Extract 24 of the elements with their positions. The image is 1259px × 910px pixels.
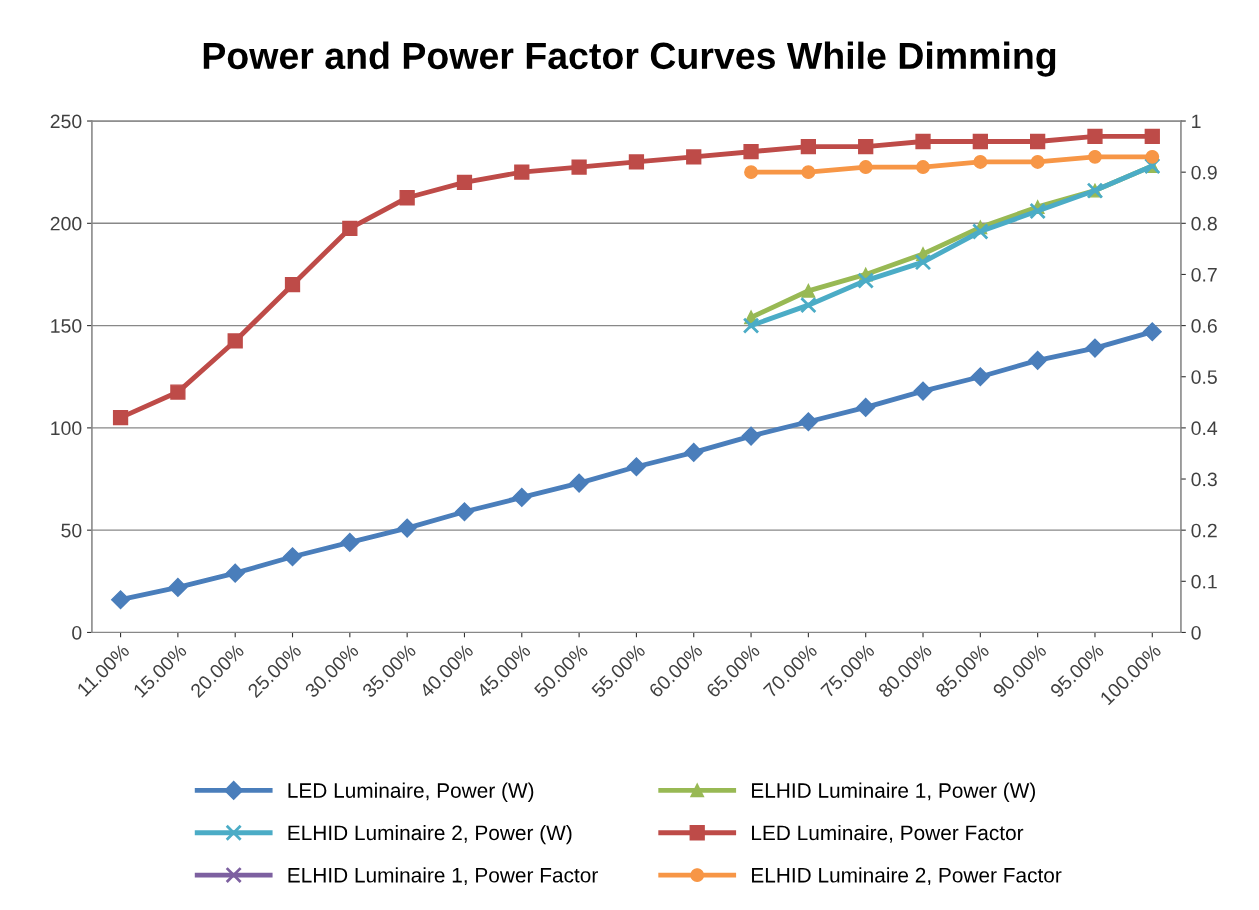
legend-label: ELHID Luminaire 1, Power Factor bbox=[288, 867, 598, 886]
y2-tick-label: 0 bbox=[1191, 625, 1201, 640]
legend-label: ELHID Luminaire 2, Power (W) bbox=[288, 824, 572, 845]
y2-tick-label: 0.8 bbox=[1191, 216, 1217, 231]
legend-label: ELHID Luminaire 1, Power (W) bbox=[752, 782, 1035, 803]
y-tick-label: 200 bbox=[50, 216, 82, 231]
y2-tick-label: 1 bbox=[1192, 114, 1201, 129]
legend-label: LED Luminaire, Power Factor bbox=[752, 824, 1024, 843]
y2-tick-label: 0.4 bbox=[1191, 421, 1218, 436]
y2-tick-label: 0.2 bbox=[1191, 523, 1217, 538]
y2-tick-label: 0.1 bbox=[1191, 574, 1217, 589]
y-tick-label: 100 bbox=[51, 421, 82, 436]
y-tick-label: 50 bbox=[61, 523, 82, 538]
y2-tick-label: 0.7 bbox=[1191, 267, 1217, 282]
y2-tick-label: 0.6 bbox=[1191, 319, 1217, 333]
y2-tick-label: 0.3 bbox=[1191, 472, 1217, 487]
y-tick-label: 150 bbox=[51, 319, 82, 333]
y2-tick-label: 0.5 bbox=[1191, 370, 1217, 384]
y-tick-label: 0 bbox=[72, 625, 82, 640]
chart-title: Power and Power Factor Curves While Dimming bbox=[203, 41, 1056, 77]
legend-label: ELHID Luminaire 2, Power Factor bbox=[752, 867, 1062, 886]
y2-tick-label: 0.9 bbox=[1191, 165, 1217, 180]
legend-label: LED Luminaire, Power (W) bbox=[288, 782, 534, 803]
y-tick-label: 250 bbox=[50, 114, 82, 129]
